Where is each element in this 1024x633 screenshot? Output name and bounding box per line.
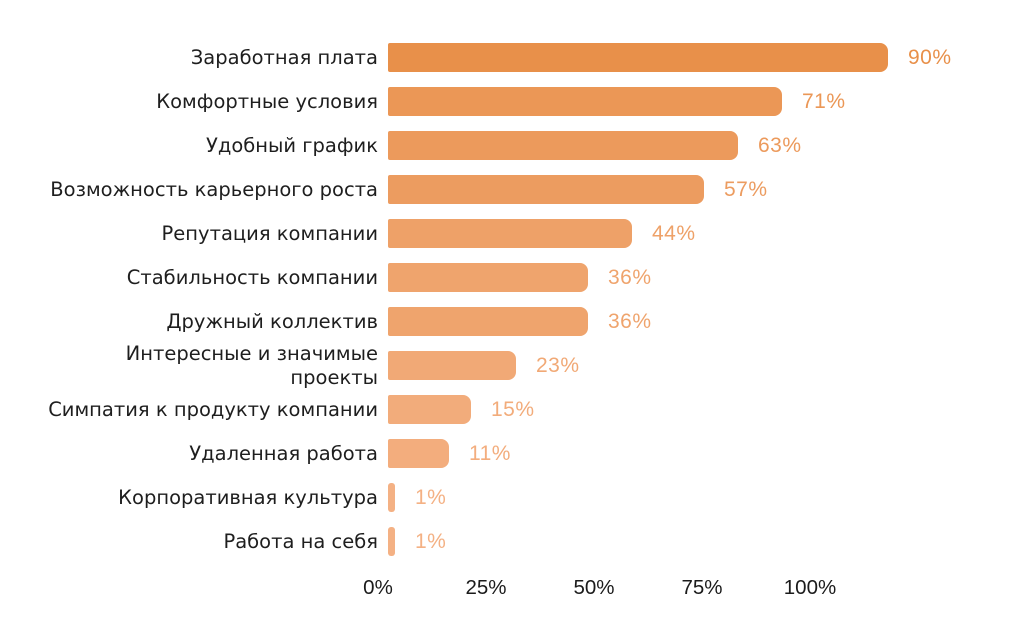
- value-label: 36%: [608, 266, 652, 289]
- value-label: 36%: [608, 310, 652, 333]
- bar: [388, 307, 588, 336]
- x-axis-tick-label: 0%: [363, 576, 393, 599]
- bar: [388, 43, 888, 72]
- value-label: 23%: [536, 354, 580, 377]
- bar: [388, 219, 632, 248]
- value-label: 90%: [908, 46, 952, 69]
- category-label: Корпоративная культура: [118, 486, 378, 509]
- value-label: 57%: [724, 178, 768, 201]
- x-axis-tick-label: 100%: [783, 576, 837, 599]
- category-label: Стабильность компании: [126, 266, 378, 289]
- value-label: 1%: [415, 530, 447, 553]
- category-label: Дружный коллектив: [166, 310, 378, 333]
- bar: [388, 131, 738, 160]
- bar: [388, 395, 471, 424]
- value-label: 1%: [415, 486, 447, 509]
- category-label: Работа на себя: [223, 530, 378, 553]
- value-label: 71%: [802, 90, 846, 113]
- category-label: Заработная плата: [190, 46, 378, 69]
- category-label: Удобный график: [205, 134, 378, 157]
- bar: [388, 527, 395, 556]
- value-label: 15%: [491, 398, 535, 421]
- bar: [388, 87, 782, 116]
- category-label: Удаленная работа: [189, 442, 378, 465]
- bar: [388, 483, 395, 512]
- category-label: Интересные и значимые проекты: [125, 342, 378, 389]
- value-label: 63%: [758, 134, 802, 157]
- bar: [388, 175, 704, 204]
- value-label: 44%: [652, 222, 696, 245]
- x-axis-tick-label: 25%: [465, 576, 507, 599]
- bar: [388, 351, 516, 380]
- category-label: Комфортные условия: [156, 90, 378, 113]
- x-axis-tick-label: 50%: [573, 576, 615, 599]
- category-label: Симпатия к продукту компании: [48, 398, 378, 421]
- x-axis-tick-label: 75%: [681, 576, 723, 599]
- bar: [388, 439, 449, 468]
- bar: [388, 263, 588, 292]
- value-label: 11%: [469, 442, 511, 465]
- category-label: Возможность карьерного роста: [50, 178, 378, 201]
- category-label: Репутация компании: [161, 222, 378, 245]
